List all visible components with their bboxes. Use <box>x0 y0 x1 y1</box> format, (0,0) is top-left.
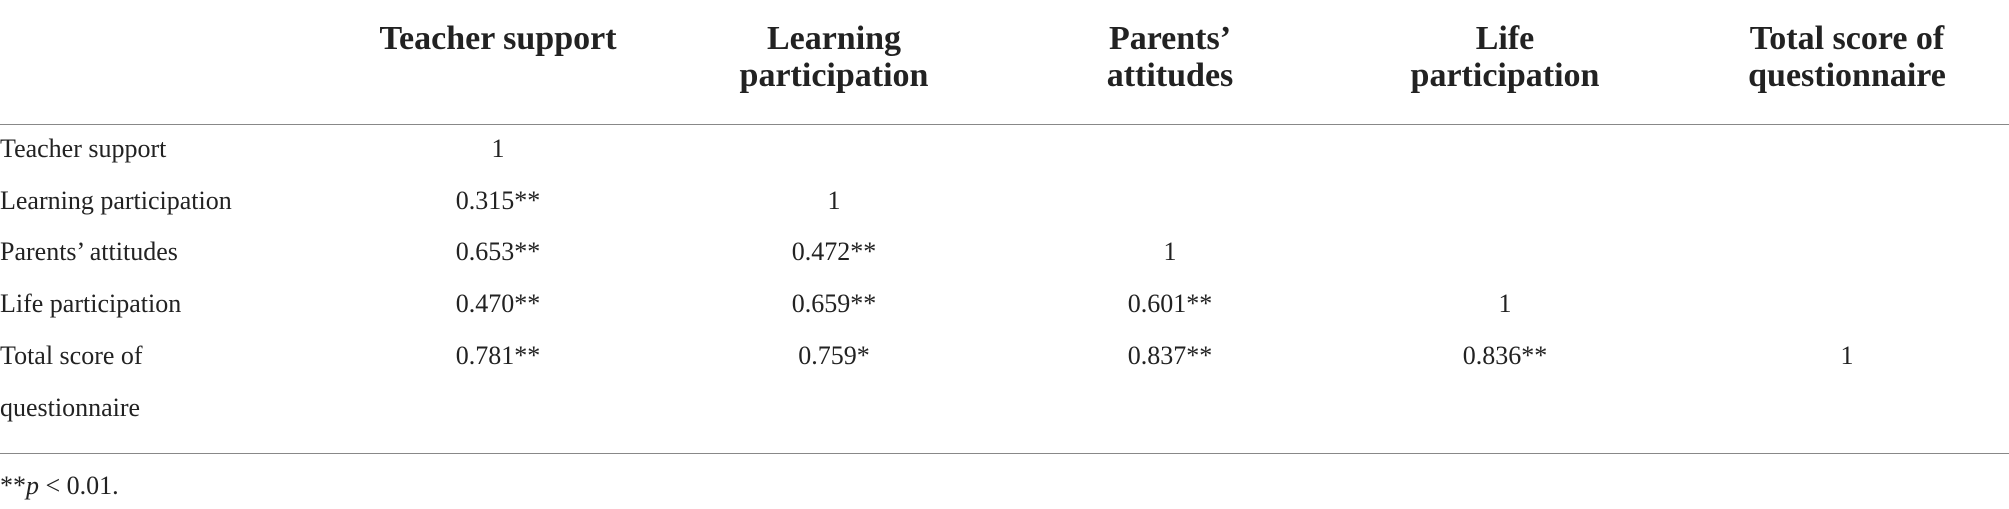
cell: 0.836** <box>1462 341 1548 370</box>
cell: 0.601** <box>1127 289 1213 318</box>
cell: 0.837** <box>1127 341 1213 370</box>
bottom-rule <box>0 453 2009 454</box>
cell: 0.759* <box>798 341 870 370</box>
row-label: Learning participation <box>0 186 232 215</box>
cell: 1 <box>491 134 505 163</box>
row-label: Life participation <box>0 289 182 318</box>
cell: 0.781** <box>455 341 541 370</box>
header-rule <box>0 124 2009 125</box>
footnote-italic: p <box>26 471 39 500</box>
row-label: Teacher support <box>0 134 167 163</box>
column-header: Total score of questionnaire <box>1748 20 1946 94</box>
row-label: Parents’ attitudes <box>0 237 178 266</box>
cell: 1 <box>1163 237 1177 266</box>
cell: 1 <box>827 186 841 215</box>
cell: 0.472** <box>791 237 877 266</box>
column-header: Learning participation <box>739 20 929 94</box>
cell: 0.653** <box>455 237 541 266</box>
cell: 0.315** <box>455 186 541 215</box>
row-label: Total score of questionnaire <box>0 341 143 422</box>
footnote: **p < 0.01. <box>0 470 119 502</box>
column-header: Parents’ attitudes <box>1106 20 1234 94</box>
column-header: Life participation <box>1410 20 1600 94</box>
cell: 1 <box>1840 341 1854 370</box>
cell: 0.470** <box>455 289 541 318</box>
footnote-prefix: ** <box>0 471 26 500</box>
cell: 1 <box>1498 289 1512 318</box>
column-header: Teacher support <box>379 20 617 57</box>
cell: 0.659** <box>791 289 877 318</box>
footnote-suffix: < 0.01. <box>39 471 119 500</box>
